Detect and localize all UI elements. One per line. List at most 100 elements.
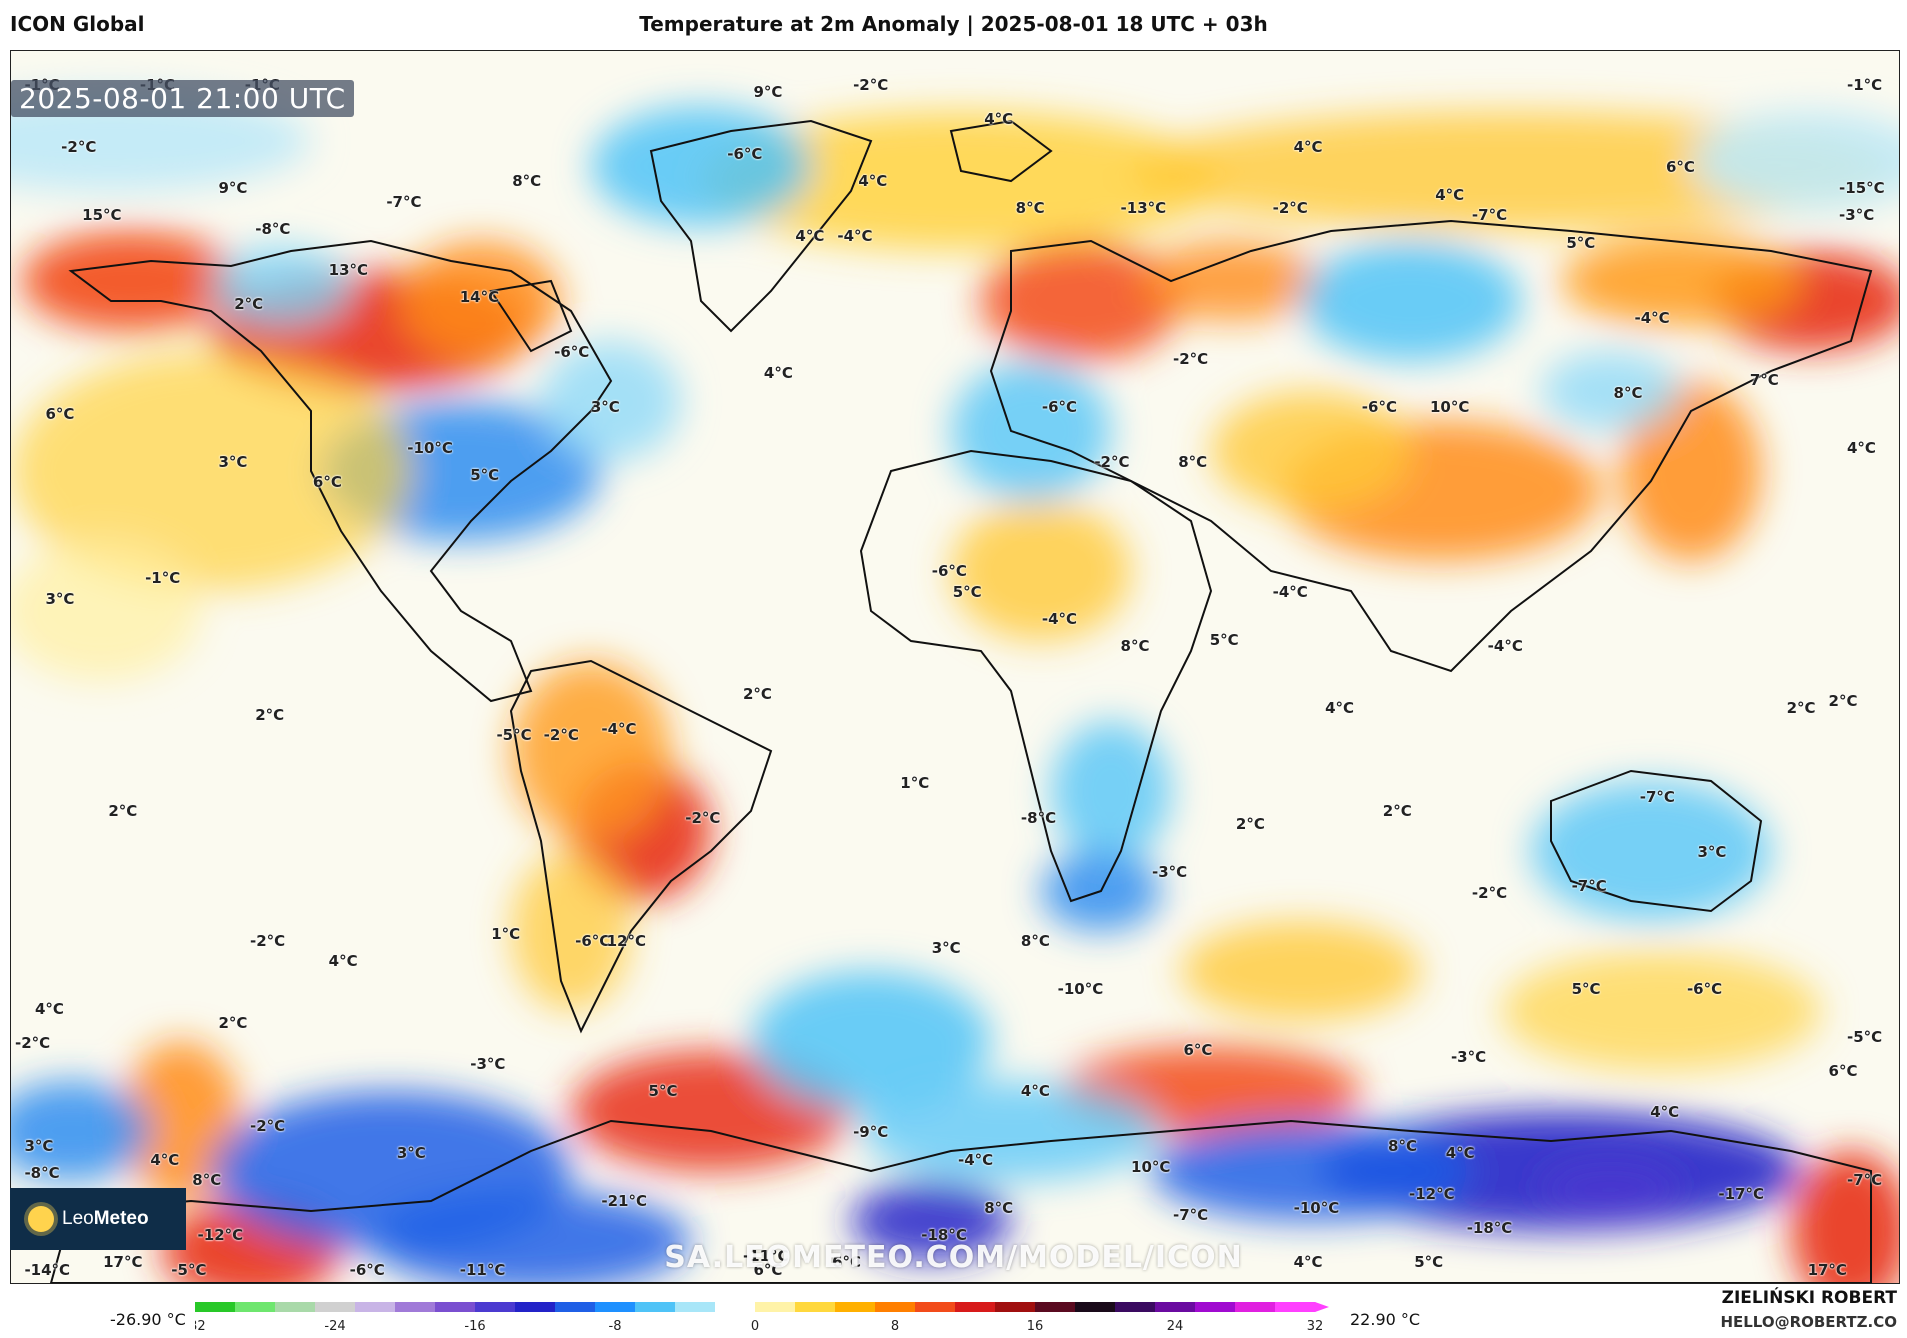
temp-label: 8°C [984,1198,1014,1217]
temp-label: -2°C [61,137,97,156]
temp-label: -4°C [1634,308,1670,327]
temp-label: -7°C [1639,788,1675,807]
temp-label: 6°C [753,1261,783,1279]
temp-label: -11°C [742,1246,789,1265]
temp-label: 4°C [795,226,825,245]
colorbar-tick-label: 8 [891,1319,899,1334]
temp-label: 2°C [1828,692,1858,711]
colorbar-segment [355,1302,396,1312]
colorbar-segment [835,1302,876,1312]
colorbar-segment [1075,1302,1116,1312]
colorbar-segment [195,1302,236,1312]
temp-label: -4°C [601,719,637,738]
temp-label: 4°C [1435,185,1465,204]
temp-label: 4°C [328,952,358,971]
leometeo-logo[interactable]: LeoMeteo [10,1188,186,1250]
colorbar-segment [795,1302,836,1312]
colorbar-segment [1155,1302,1196,1312]
temp-label: -2°C [853,76,889,95]
temp-label: -2°C [1094,452,1130,471]
watermark-url: SA.LEOMETEO.COM/MODEL/ICON [664,1240,1243,1275]
temp-label: 8°C [1120,637,1150,656]
temp-label: -4°C [837,226,873,245]
temp-label: -6°C [349,1261,385,1279]
temp-label: -9°C [853,1123,889,1142]
temp-label: -5°C [1847,1027,1883,1046]
logo-text: LeoMeteo [62,1208,149,1229]
temp-label: 5°C [1571,979,1601,998]
temp-label: 7°C [1749,370,1779,389]
temp-label: 10°C [1429,397,1470,416]
temp-label: -17°C [1718,1185,1765,1204]
temp-label: 4°C [763,363,793,382]
temp-label: 14°C [459,288,500,307]
temp-label: 3°C [931,938,961,957]
temp-label: 2°C [234,295,264,314]
scale-min-label: -26.90 °C [110,1310,186,1329]
temp-label: 6°C [45,404,75,423]
temp-label: -2°C [543,726,579,745]
temp-label: -6°C [575,931,611,950]
colorbar-segment [1195,1302,1236,1312]
temp-label: 8°C [1020,931,1050,950]
colorbar-tick-label: -24 [324,1319,345,1334]
temp-label: -4°C [957,1150,994,1169]
temp-label: -7°C [1173,1205,1209,1224]
temp-label: 9°C [753,83,783,102]
temp-label: 4°C [1293,137,1323,156]
colorbar-tick-label: -16 [464,1319,485,1334]
colorbar-segment [1235,1302,1276,1312]
colorbar-tick-label: 24 [1167,1319,1184,1334]
temp-label: -4°C [1272,582,1308,601]
temp-label: 4°C [984,110,1014,129]
temp-label: -7°C [1847,1171,1883,1190]
temp-label: -12°C [1409,1185,1455,1204]
temp-label: -21°C [601,1191,647,1210]
temp-label: 5°C [952,582,982,601]
colorbar-segment [275,1302,316,1312]
temp-label: 8°C [1178,452,1208,471]
author-email[interactable]: HELLO@ROBERTZ.CO [1720,1313,1897,1331]
temp-label: 6°C [1665,158,1695,177]
temp-label: 4°C [150,1150,180,1169]
temp-label: -3°C [470,1054,506,1073]
temp-label: 10°C [1131,1157,1171,1176]
temp-label: 4°C [1325,699,1355,718]
colorbar-segment [915,1302,956,1312]
temp-label: -3°C [1152,863,1188,882]
temp-label: -10°C [407,438,453,457]
colorbar-segment [755,1302,796,1312]
temp-label: 2°C [1235,815,1265,834]
temp-label: 6°C [1183,1041,1213,1060]
temp-label: 6°C [312,473,342,492]
temp-label: -5°C [496,726,532,745]
temp-label: 5°C [1414,1253,1444,1272]
temp-label: 4°C [1293,1253,1323,1272]
temp-label: 6°C [832,1253,862,1272]
temp-label: 3°C [24,1137,54,1156]
temp-label: -10°C [1293,1198,1340,1217]
temp-label: -6°C [554,343,590,362]
colorbar-segment [1115,1302,1156,1312]
temp-label: 2°C [742,685,772,704]
temp-label: 17°C [1807,1261,1847,1279]
colorbar-segment [555,1302,596,1312]
scale-max-label: 22.90 °C [1350,1310,1421,1329]
temp-label: 17°C [103,1253,143,1272]
colorbar-tick-label: 0 [751,1319,759,1334]
temp-label: 1°C [900,774,930,793]
colorbar-segment [955,1302,996,1312]
temp-label: -8°C [1020,808,1057,827]
temp-label: -8°C [24,1164,60,1183]
temp-label: 5°C [648,1082,678,1101]
colorbar-tick-label: -8 [609,1319,622,1334]
colorbar-tick-label: 16 [1027,1319,1044,1334]
colorbar-segment [315,1302,356,1312]
temp-label: 2°C [1382,801,1412,820]
colorbar-segment [875,1302,916,1312]
temp-label: 8°C [512,172,542,191]
temp-label: -8°C [255,219,291,238]
anomaly-map[interactable]: -1°C-1°C-1°C-1°C-2°C9°C-2°C4°C-6°C4°C4°C… [10,50,1900,1284]
anomaly-field [11,91,1899,1283]
temp-label: 2°C [1786,699,1816,718]
